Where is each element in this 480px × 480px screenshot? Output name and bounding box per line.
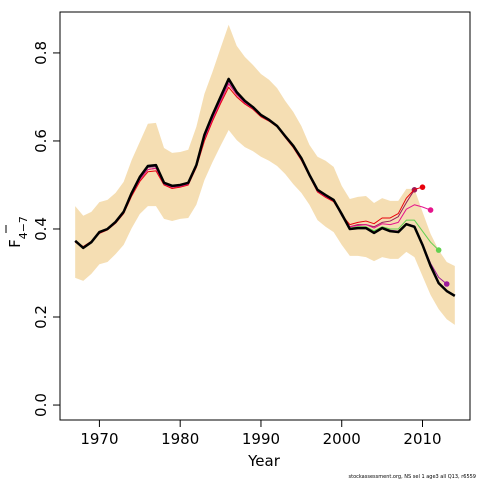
series-end-point xyxy=(419,184,426,190)
series-line xyxy=(74,77,456,297)
x-tick-label: 1990 xyxy=(242,430,280,448)
plot-area xyxy=(74,24,456,325)
footer: stockassessment.org, NS sel 1 age3 all Q… xyxy=(349,474,477,480)
y-tick-label: 0.0 xyxy=(32,393,50,417)
x-tick-label: 2010 xyxy=(403,430,441,448)
y-tick-label: 0.6 xyxy=(32,129,50,153)
x-tick-label: 1970 xyxy=(80,430,118,448)
series-end-point xyxy=(427,207,434,213)
plot-frame xyxy=(59,11,471,421)
series-line xyxy=(74,86,423,248)
y-tick-label: 0.2 xyxy=(32,305,50,329)
series-end-point xyxy=(443,281,450,287)
x-tick-label: 1980 xyxy=(161,430,199,448)
x-axis-label: Year xyxy=(247,452,281,470)
y-tick-label: 0.8 xyxy=(32,41,50,65)
series-end-point xyxy=(435,247,442,253)
y-axis-label: F4−7 xyxy=(6,216,30,248)
y-tick-label: 0.4 xyxy=(32,217,50,241)
y-axis-label-subscript: 4−7 xyxy=(17,216,30,239)
confidence-band xyxy=(75,24,455,325)
x-tick-label: 2000 xyxy=(323,430,361,448)
y-axis-label-main: F xyxy=(6,239,24,248)
